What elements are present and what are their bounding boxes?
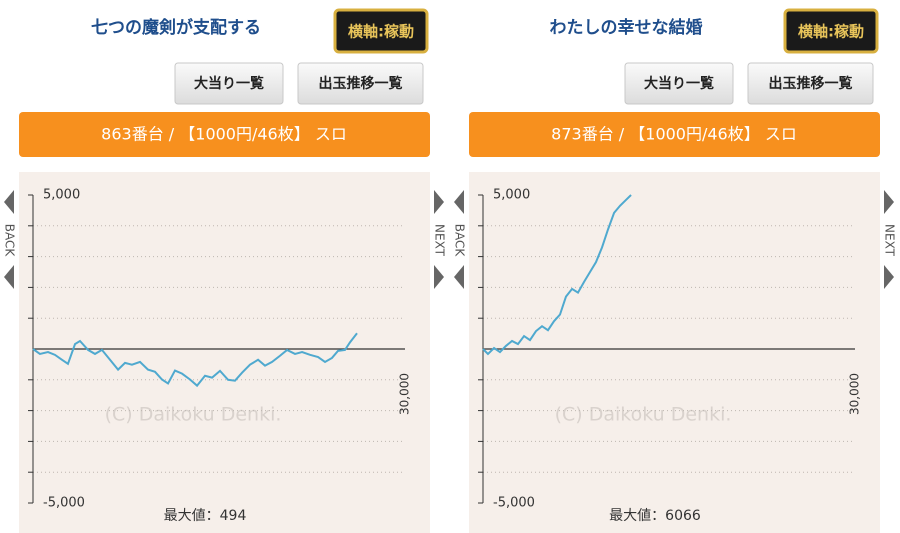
max-label: 最大値：494 (164, 508, 247, 524)
back-label[interactable]: BACK (453, 224, 467, 258)
panel-title: 七つの魔剣が支配する (91, 17, 261, 38)
graph-area (469, 172, 880, 533)
y-tick-label: 5,000 (43, 188, 80, 203)
x-tick-label: 30,000 (398, 373, 412, 415)
banner-text: 873番台 / 【1000円/46枚】 スロ (551, 125, 797, 144)
button-label: 出玉推移一覧 (319, 75, 403, 92)
y-tick-label: -5,000 (493, 496, 535, 511)
button[interactable] (297, 62, 424, 105)
y-tick-label: 5,000 (493, 188, 530, 203)
toggle-label: 横軸:稼動 (348, 23, 414, 41)
next-arrow[interactable] (434, 190, 444, 289)
back-label[interactable]: BACK (3, 224, 17, 258)
watermark: (C) Daikoku Denki. (105, 404, 282, 426)
banner (19, 112, 430, 157)
next-label[interactable]: NEXT (433, 224, 447, 257)
banner-text: 863番台 / 【1000円/46枚】 スロ (101, 125, 347, 144)
next-arrow[interactable] (884, 190, 894, 289)
toggle-button[interactable] (783, 8, 879, 54)
back-arrow[interactable] (4, 190, 14, 289)
toggle-label: 横軸:稼動 (798, 23, 864, 41)
banner (469, 112, 880, 157)
button-label: 出玉推移一覧 (769, 75, 853, 92)
series-line (482, 194, 632, 356)
button[interactable] (624, 62, 734, 105)
button-label: 大当り一覧 (194, 75, 264, 92)
y-tick-label: -5,000 (43, 496, 85, 511)
series-line (32, 332, 358, 388)
button[interactable] (174, 62, 284, 105)
graph-area (19, 172, 430, 533)
next-label[interactable]: NEXT (883, 224, 897, 257)
back-arrow[interactable] (454, 190, 464, 289)
max-label: 最大値：6066 (609, 508, 701, 524)
toggle-button[interactable] (333, 8, 429, 54)
panel-title: わたしの幸せな結婚 (550, 17, 703, 38)
x-tick-label: 30,000 (848, 373, 862, 415)
button[interactable] (747, 62, 874, 105)
watermark: (C) Daikoku Denki. (555, 404, 732, 426)
button-label: 大当り一覧 (644, 75, 714, 92)
